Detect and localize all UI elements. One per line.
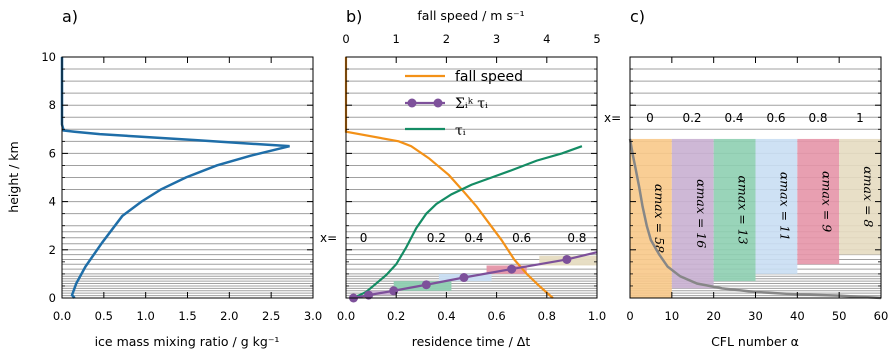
tau-line [350,145,583,300]
x2-tick-label: 1 [393,32,400,46]
x-tick-label: 20 [706,309,721,323]
panel-a-xlabel: ice mass mixing ratio / g kg⁻¹ [95,334,280,349]
sum-tau-markers [349,254,572,303]
x-tick-label: 2.0 [220,309,238,323]
x-tick-label: 0.6 [487,309,505,323]
panel-b-letter: b) [346,7,362,26]
y-tick-label: 8 [49,98,56,112]
cfl-band-label: αmax = 16 [694,179,709,248]
panel-b-legend: fall speed Σᵢᵏ τᵢ τᵢ [405,69,523,139]
panel-a-grid [62,56,313,297]
x2-tick-label: 5 [593,32,600,46]
panel-c-x-label: 1 [856,111,864,125]
cfl-band [755,138,798,274]
panel-c-bands: αmax = 58 αmax = 16 αmax = 13 αmax = 11 αmax… [630,138,881,298]
legend-sum-tau-label: Σᵢᵏ τᵢ [455,96,488,112]
panel-c-x-label: 0 [646,111,654,125]
x-tick-label: 50 [832,309,847,323]
panel-c-x-label: 0.2 [682,111,701,125]
x-tick-label: 2.5 [262,309,280,323]
panel-b-x-label: 0.4 [464,231,483,245]
panel-c-ticks: 0 10 20 30 40 50 60 [626,56,889,323]
panel-c-x-label: 0.4 [724,111,743,125]
x-tick-label: 0.0 [53,309,71,323]
cfl-profile-line [628,138,882,300]
cfl-band [713,138,756,282]
panel-b-x-label: 0 [360,231,368,245]
legend-sum-tau-marker [407,98,417,108]
cfl-band-label: αmax = 13 [736,175,751,244]
x2-tick-label: 4 [543,32,550,46]
cfl-band [630,138,672,298]
panel-b-annotations: 0 0.2 0.4 0.6 0.8 [360,231,587,245]
panel-b-xlabel: residence time / Δt [412,334,531,349]
panel-b-x-label: 0.2 [427,231,446,245]
cfl-band [797,138,840,265]
y-tick-label: 0 [49,291,56,305]
x-tick-label: 1.0 [137,309,155,323]
panel-c-letter: c) [630,7,645,26]
panel-b-ticks: 0.0 0.2 0.4 0.6 0.8 1.0 0 1 2 3 4 5 [337,32,606,323]
x-tick-label: 0.0 [337,309,355,323]
x2-tick-label: 0 [342,32,349,46]
legend-fall-speed-label: fall speed [455,69,523,85]
sum-tau-point [507,264,517,274]
x-tick-label: 40 [790,309,805,323]
x-tick-label: 10 [665,309,680,323]
panel-a: 0 2 4 6 8 10 0.0 0.5 1.0 1.5 2.0 2.5 3.0 a) ice mass… [6,7,322,349]
x-tick-label: 0.5 [95,309,113,323]
cfl-band-label: αmax = 9 [819,171,834,232]
x-tick-label: 1.0 [588,309,606,323]
x-tick-label: 0 [626,309,633,323]
y-tick-label: 10 [41,50,56,64]
panel-c-annotations: 0 0.2 0.4 0.6 0.8 1 [646,111,864,125]
panel-b-x-label: 0.8 [567,231,586,245]
panel-b-x-prefix: x= [320,231,337,245]
x-tick-label: 1.5 [178,309,196,323]
x2-tick-label: 3 [493,32,500,46]
panel-b-top-xlabel: fall speed / m s⁻¹ [417,8,524,23]
y-tick-label: 2 [49,243,56,257]
x-tick-label: 30 [748,309,763,323]
sum-tau-point [562,254,572,264]
cfl-band [671,138,714,289]
sum-tau-point [459,273,469,283]
x-tick-label: 0.4 [437,309,455,323]
sum-tau-point [389,286,399,296]
y-tick-label: 4 [49,195,56,209]
panel-c-xlabel: CFL number α [711,334,799,349]
legend-sum-tau-marker [433,98,443,108]
panel-c-x-label: 0.6 [766,111,785,125]
legend-tau-label: τᵢ [455,123,466,139]
sum-tau-point [421,280,431,290]
cfl-band-label: αmax = 11 [777,172,792,241]
cfl-band-label: αmax = 8 [861,166,876,227]
panel-c-x-prefix: x= [604,111,621,125]
y-tick-label: 6 [49,146,56,160]
panel-a-ticks: 0 2 4 6 8 10 0.0 0.5 1.0 1.5 2.0 2.5 3.0 [41,50,322,323]
x-tick-label: 0.2 [387,309,405,323]
fall-speed-line [344,57,554,299]
panel-b: 0.0 0.2 0.4 0.6 0.8 1.0 0 1 2 3 4 5 b) fall speed /… [320,7,606,349]
panel-b-x-label: 0.6 [512,231,531,245]
panel-c-x-label: 0.8 [808,111,827,125]
x-tick-label: 60 [874,309,889,323]
panel-c: αmax = 58 αmax = 16 αmax = 13 αmax = 11 αmax… [604,7,888,349]
panel-a-letter: a) [62,7,78,26]
x-tick-label: 3.0 [304,309,322,323]
x-tick-label: 0.8 [538,309,556,323]
cfl-band [839,138,881,255]
x2-tick-label: 2 [443,32,450,46]
panel-a-ylabel: height / km [6,141,21,212]
cfl-band-label: αmax = 58 [652,184,667,253]
panel-a-ice-profile-line [60,57,290,299]
sum-tau-point [364,290,374,300]
